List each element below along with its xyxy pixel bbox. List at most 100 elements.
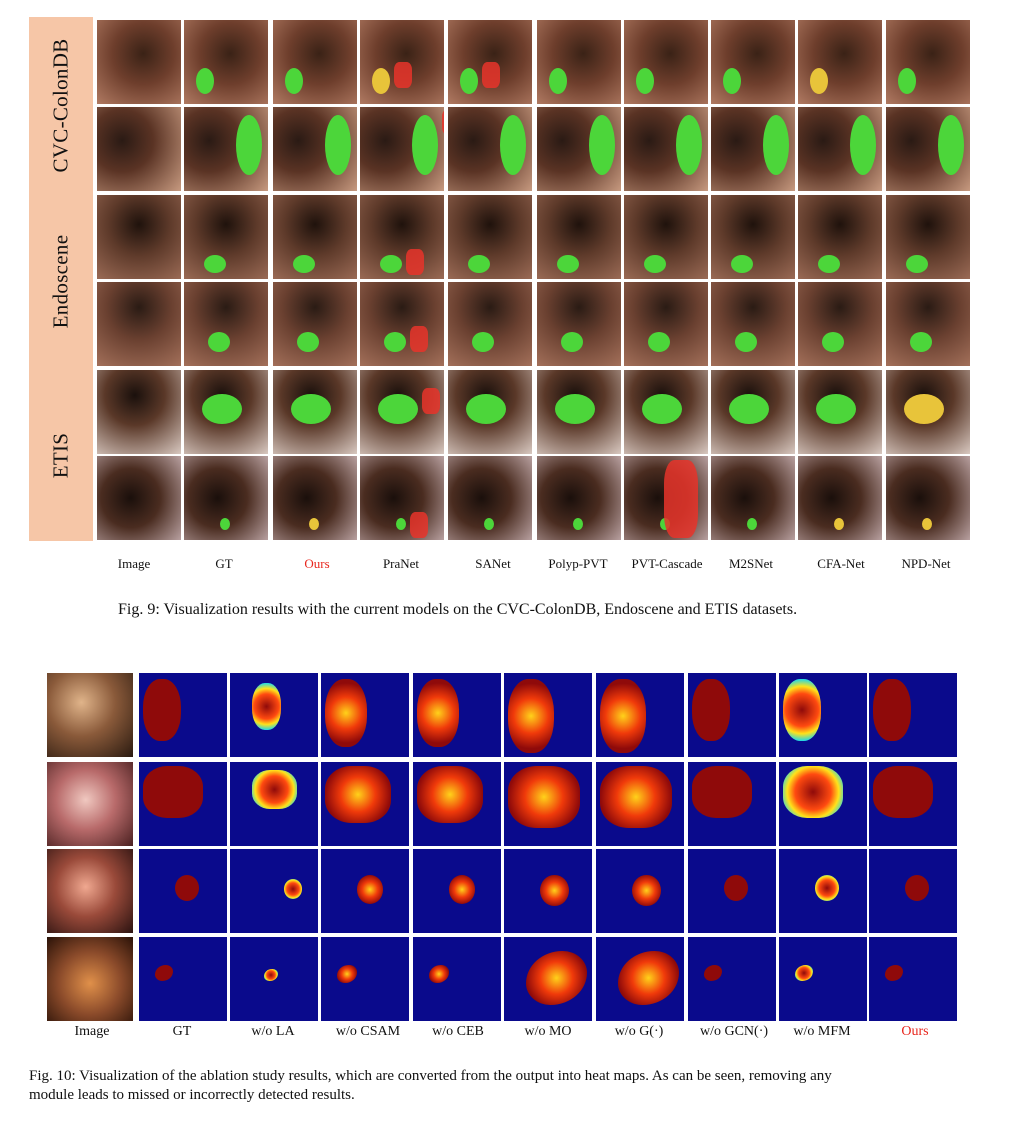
fig9-tile-r6-gt <box>184 456 268 540</box>
fig9-mask <box>555 394 595 424</box>
fig9-mask <box>196 68 214 94</box>
fig10-heatmap-r3-wo-ceb <box>413 849 501 933</box>
fig9-mask <box>644 255 666 273</box>
group-band-endoscene: Endoscene <box>29 193 93 369</box>
fig10-input-image-r2 <box>47 762 133 846</box>
fig9-tile-r2-ours <box>273 107 357 191</box>
fig9-error-mask <box>422 388 440 414</box>
fig9-tile-r1-img <box>97 20 181 104</box>
fig10-heatmap-r3-wo-la <box>230 849 318 933</box>
fig9-mask <box>731 255 753 273</box>
fig9-mask <box>642 394 682 424</box>
fig9-tile-r2-npd <box>886 107 970 191</box>
fig9-mask <box>236 115 262 175</box>
fig9-mask <box>898 68 916 94</box>
fig9-mask <box>810 68 828 94</box>
fig10-heat-blob <box>449 875 476 904</box>
fig9-tile-r4-gt <box>184 282 268 366</box>
fig9-tile-r3-m2s <box>711 195 795 279</box>
fig10-heat-blob <box>357 875 384 904</box>
fig9-mask <box>922 518 932 530</box>
fig10-heat-blob <box>175 875 199 901</box>
fig10-heat-blob <box>795 965 813 981</box>
fig10-heat-blob <box>337 965 357 983</box>
fig9-mask <box>910 332 932 352</box>
fig9-col-label-m2snet: M2SNet <box>728 556 774 571</box>
fig9-tile-r6-ppvt <box>537 456 621 540</box>
fig9-tile-r6-san <box>448 456 532 540</box>
fig9-mask <box>378 394 418 424</box>
fig9-tile-r6-pra <box>360 456 444 540</box>
fig9-tile-r2-ppvt <box>537 107 621 191</box>
fig9-tile-r4-cfa <box>798 282 882 366</box>
fig9-col-label-gt: GT <box>215 556 233 571</box>
fig9-mask <box>549 68 567 94</box>
fig10-heat-blob <box>783 679 821 741</box>
fig10-heatmap-r2-gt <box>139 762 227 846</box>
fig9-mask <box>466 394 506 424</box>
fig10-col-label-wo-mo: w/o MO <box>524 1024 572 1039</box>
fig9-mask <box>818 255 840 273</box>
fig9-mask <box>648 332 670 352</box>
fig9-mask <box>309 518 319 530</box>
fig9-error-mask <box>410 326 428 352</box>
fig10-col-label-image: Image <box>74 1024 110 1039</box>
fig10-heat-blob <box>885 965 903 981</box>
fig9-tile-r1-cfa <box>798 20 882 104</box>
fig9-tile-r3-ours <box>273 195 357 279</box>
fig10-heatmap-r1-gt <box>139 673 227 757</box>
fig9-mask <box>763 115 789 175</box>
group-label-cvc-colondb: CVC-ColonDB <box>48 38 73 172</box>
fig9-mask <box>468 255 490 273</box>
fig9-tile-r2-pvtc <box>624 107 708 191</box>
fig10-heatmap-r4-wo-ceb <box>413 937 501 1021</box>
fig9-tile-r1-san <box>448 20 532 104</box>
fig9-tile-r1-pvtc <box>624 20 708 104</box>
fig10-heatmap-r4-wo-mfm <box>779 937 867 1021</box>
fig10-heatmap-r3-wo-g <box>596 849 684 933</box>
fig9-mask <box>297 332 319 352</box>
fig10-heat-blob <box>155 965 173 981</box>
fig9-mask <box>484 518 494 530</box>
fig9-error-mask <box>410 512 428 538</box>
fig9-mask <box>500 115 526 175</box>
fig9-tile-r3-pra <box>360 195 444 279</box>
fig9-tile-r4-m2s <box>711 282 795 366</box>
fig9-tile-r3-gt <box>184 195 268 279</box>
fig9-mask <box>291 394 331 424</box>
fig10-input-image-r4 <box>47 937 133 1021</box>
fig10-heat-blob <box>252 770 297 809</box>
fig9-tile-r2-san <box>448 107 532 191</box>
fig10-caption-line-2: module leads to missed or incorrectly de… <box>29 1087 355 1103</box>
fig9-tile-r4-npd <box>886 282 970 366</box>
fig10-heatmap-r3-gt <box>139 849 227 933</box>
fig9-mask <box>834 518 844 530</box>
fig9-col-label-pranet: PraNet <box>382 556 420 571</box>
fig9-tile-r6-cfa <box>798 456 882 540</box>
fig10-heat-blob <box>325 679 367 748</box>
group-band-etis: ETIS <box>29 369 93 541</box>
fig9-mask <box>822 332 844 352</box>
fig10-heatmap-r1-wo-la <box>230 673 318 757</box>
fig9-error-mask <box>664 460 698 538</box>
fig9-mask <box>636 68 654 94</box>
fig9-caption: Fig. 9: Visualization results with the c… <box>118 601 798 618</box>
fig9-tile-r3-pvtc <box>624 195 708 279</box>
fig9-mask <box>729 394 769 424</box>
fig9-mask <box>723 68 741 94</box>
fig9-tile-r3-cfa <box>798 195 882 279</box>
fig9-col-label-sanet: SANet <box>475 556 511 571</box>
fig9-mask <box>285 68 303 94</box>
fig10-heatmap-r2-ours <box>869 762 957 846</box>
fig9-mask <box>202 394 242 424</box>
fig9-tile-r1-pra <box>360 20 444 104</box>
fig9-tile-r1-ppvt <box>537 20 621 104</box>
fig9-mask <box>472 332 494 352</box>
fig10-heat-blob <box>692 679 730 741</box>
fig10-input-image-r3 <box>47 849 133 933</box>
fig10-heat-blob <box>143 679 181 741</box>
fig9-tile-r5-pvtc <box>624 370 708 454</box>
fig9-tile-r5-san <box>448 370 532 454</box>
fig9-mask <box>384 332 406 352</box>
fig9-tile-r1-npd <box>886 20 970 104</box>
